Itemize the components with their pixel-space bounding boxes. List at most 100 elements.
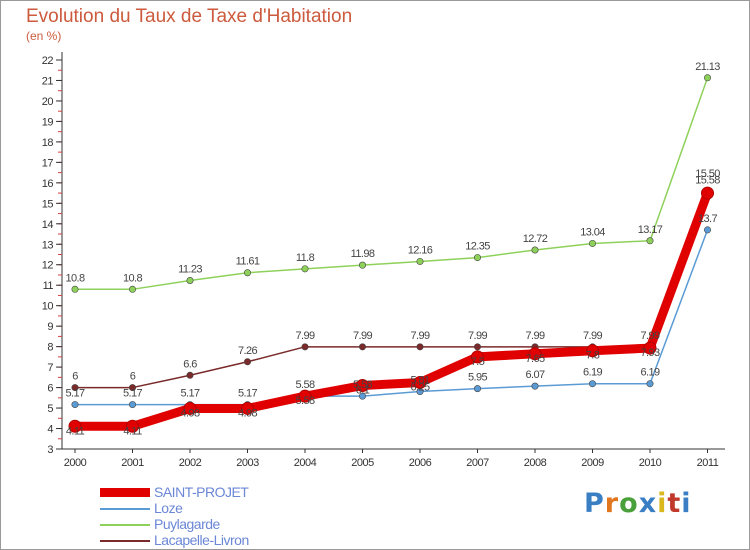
data-point [241, 401, 254, 415]
data-label: 5.95 [468, 372, 487, 384]
legend-swatch [100, 488, 150, 497]
data-point [531, 246, 539, 254]
x-tick-label: 2001 [121, 457, 144, 469]
data-point [129, 401, 137, 409]
y-tick-label: 22 [42, 55, 54, 67]
legend-swatch [100, 524, 150, 526]
y-tick-label: 14 [42, 219, 54, 231]
data-point [183, 401, 197, 415]
data-label: 6 [72, 371, 78, 383]
data-label: 5.81 [410, 374, 429, 386]
data-point [358, 343, 366, 351]
data-label: 11.61 [236, 256, 260, 268]
chart-title: Evolution du Taux de Taxe d'Habitation [26, 6, 353, 27]
y-tick-label: 11 [43, 280, 54, 292]
y-tick-label: 4 [47, 424, 53, 436]
data-point [244, 358, 252, 366]
y-tick-label: 7 [47, 362, 53, 374]
data-point [473, 254, 481, 262]
data-point [528, 347, 542, 361]
data-label: 7.99 [295, 330, 314, 342]
legend-swatch [100, 508, 150, 510]
data-point [71, 384, 79, 392]
legend-item: Loze [100, 500, 360, 516]
data-point [473, 385, 481, 393]
y-tick-label: 19 [42, 116, 54, 128]
x-tick-label: 2008 [524, 457, 547, 469]
data-point [244, 269, 252, 277]
data-label: 7.99 [525, 330, 544, 342]
data-label: 7.26 [238, 345, 257, 357]
data-point [646, 380, 654, 388]
x-tick-label: 2007 [466, 457, 489, 469]
data-point [129, 384, 137, 392]
y-tick-label: 9 [47, 321, 53, 333]
data-label: 7.99 [468, 330, 487, 342]
data-label: 13.04 [580, 226, 605, 238]
x-tick-label: 2011 [697, 457, 719, 469]
y-tick-label: 21 [42, 75, 54, 87]
x-tick-label: 2002 [179, 457, 202, 469]
data-label: 5.17 [238, 388, 257, 400]
y-tick-label: 10 [42, 301, 54, 313]
data-point [126, 419, 139, 433]
chart-subtitle: (en %) [26, 29, 62, 43]
legend-swatch [100, 540, 150, 542]
logo-letter: P [584, 488, 605, 519]
data-label: 15.58 [695, 174, 720, 186]
logo-letter: r [604, 488, 620, 519]
data-label: 6.19 [583, 367, 602, 379]
data-label: 10.8 [65, 272, 84, 284]
legend-label: Loze [154, 500, 183, 516]
data-point [186, 277, 194, 285]
data-label: 11.98 [351, 248, 375, 260]
data-point [416, 257, 424, 265]
data-label: 4.11 [66, 425, 85, 437]
data-label: 4.98 [238, 407, 257, 419]
logo-letter: x [638, 488, 658, 519]
y-tick-label: 20 [42, 96, 54, 108]
data-label: 12.35 [465, 241, 490, 253]
y-tick-label: 12 [42, 260, 54, 272]
data-point [471, 350, 484, 364]
data-point [703, 74, 711, 82]
data-label: 11.8 [296, 252, 315, 264]
data-label: 5.58 [295, 379, 314, 391]
data-label: 6.1 [356, 385, 370, 397]
data-point [71, 401, 79, 409]
data-label: 21.13 [695, 61, 720, 73]
data-label: 7.5 [471, 356, 485, 368]
y-tick-label: 6 [47, 383, 53, 395]
data-point [703, 226, 711, 234]
data-label: 7.99 [410, 330, 429, 342]
x-tick-label: 2009 [581, 457, 604, 469]
data-label: 6.6 [183, 358, 197, 370]
data-point [531, 382, 539, 390]
data-point [301, 265, 309, 273]
x-tick-label: 2010 [639, 457, 662, 469]
x-tick-label: 2004 [294, 457, 317, 469]
data-point [473, 343, 481, 351]
series-line-lacapelle-livron [74, 190, 709, 389]
data-label: 4.98 [180, 407, 199, 419]
data-point [68, 419, 82, 433]
data-point [358, 261, 366, 269]
x-tick-label: 2003 [236, 457, 259, 469]
data-label: 5.58 [295, 395, 314, 407]
data-point [186, 371, 194, 379]
data-point [298, 389, 312, 403]
proxiti-logo: Proxiti [584, 488, 692, 519]
data-point [701, 186, 714, 200]
data-label: 15.50 [695, 168, 720, 180]
data-point [129, 285, 137, 293]
data-label: 6 [130, 371, 136, 383]
data-label: 7.65 [525, 353, 544, 365]
y-tick-label: 18 [42, 137, 54, 149]
data-point [586, 344, 599, 358]
logo-letter: i [681, 488, 692, 519]
data-point [588, 239, 596, 247]
data-label: 5.17 [123, 388, 142, 400]
y-tick-label: 8 [47, 342, 53, 354]
